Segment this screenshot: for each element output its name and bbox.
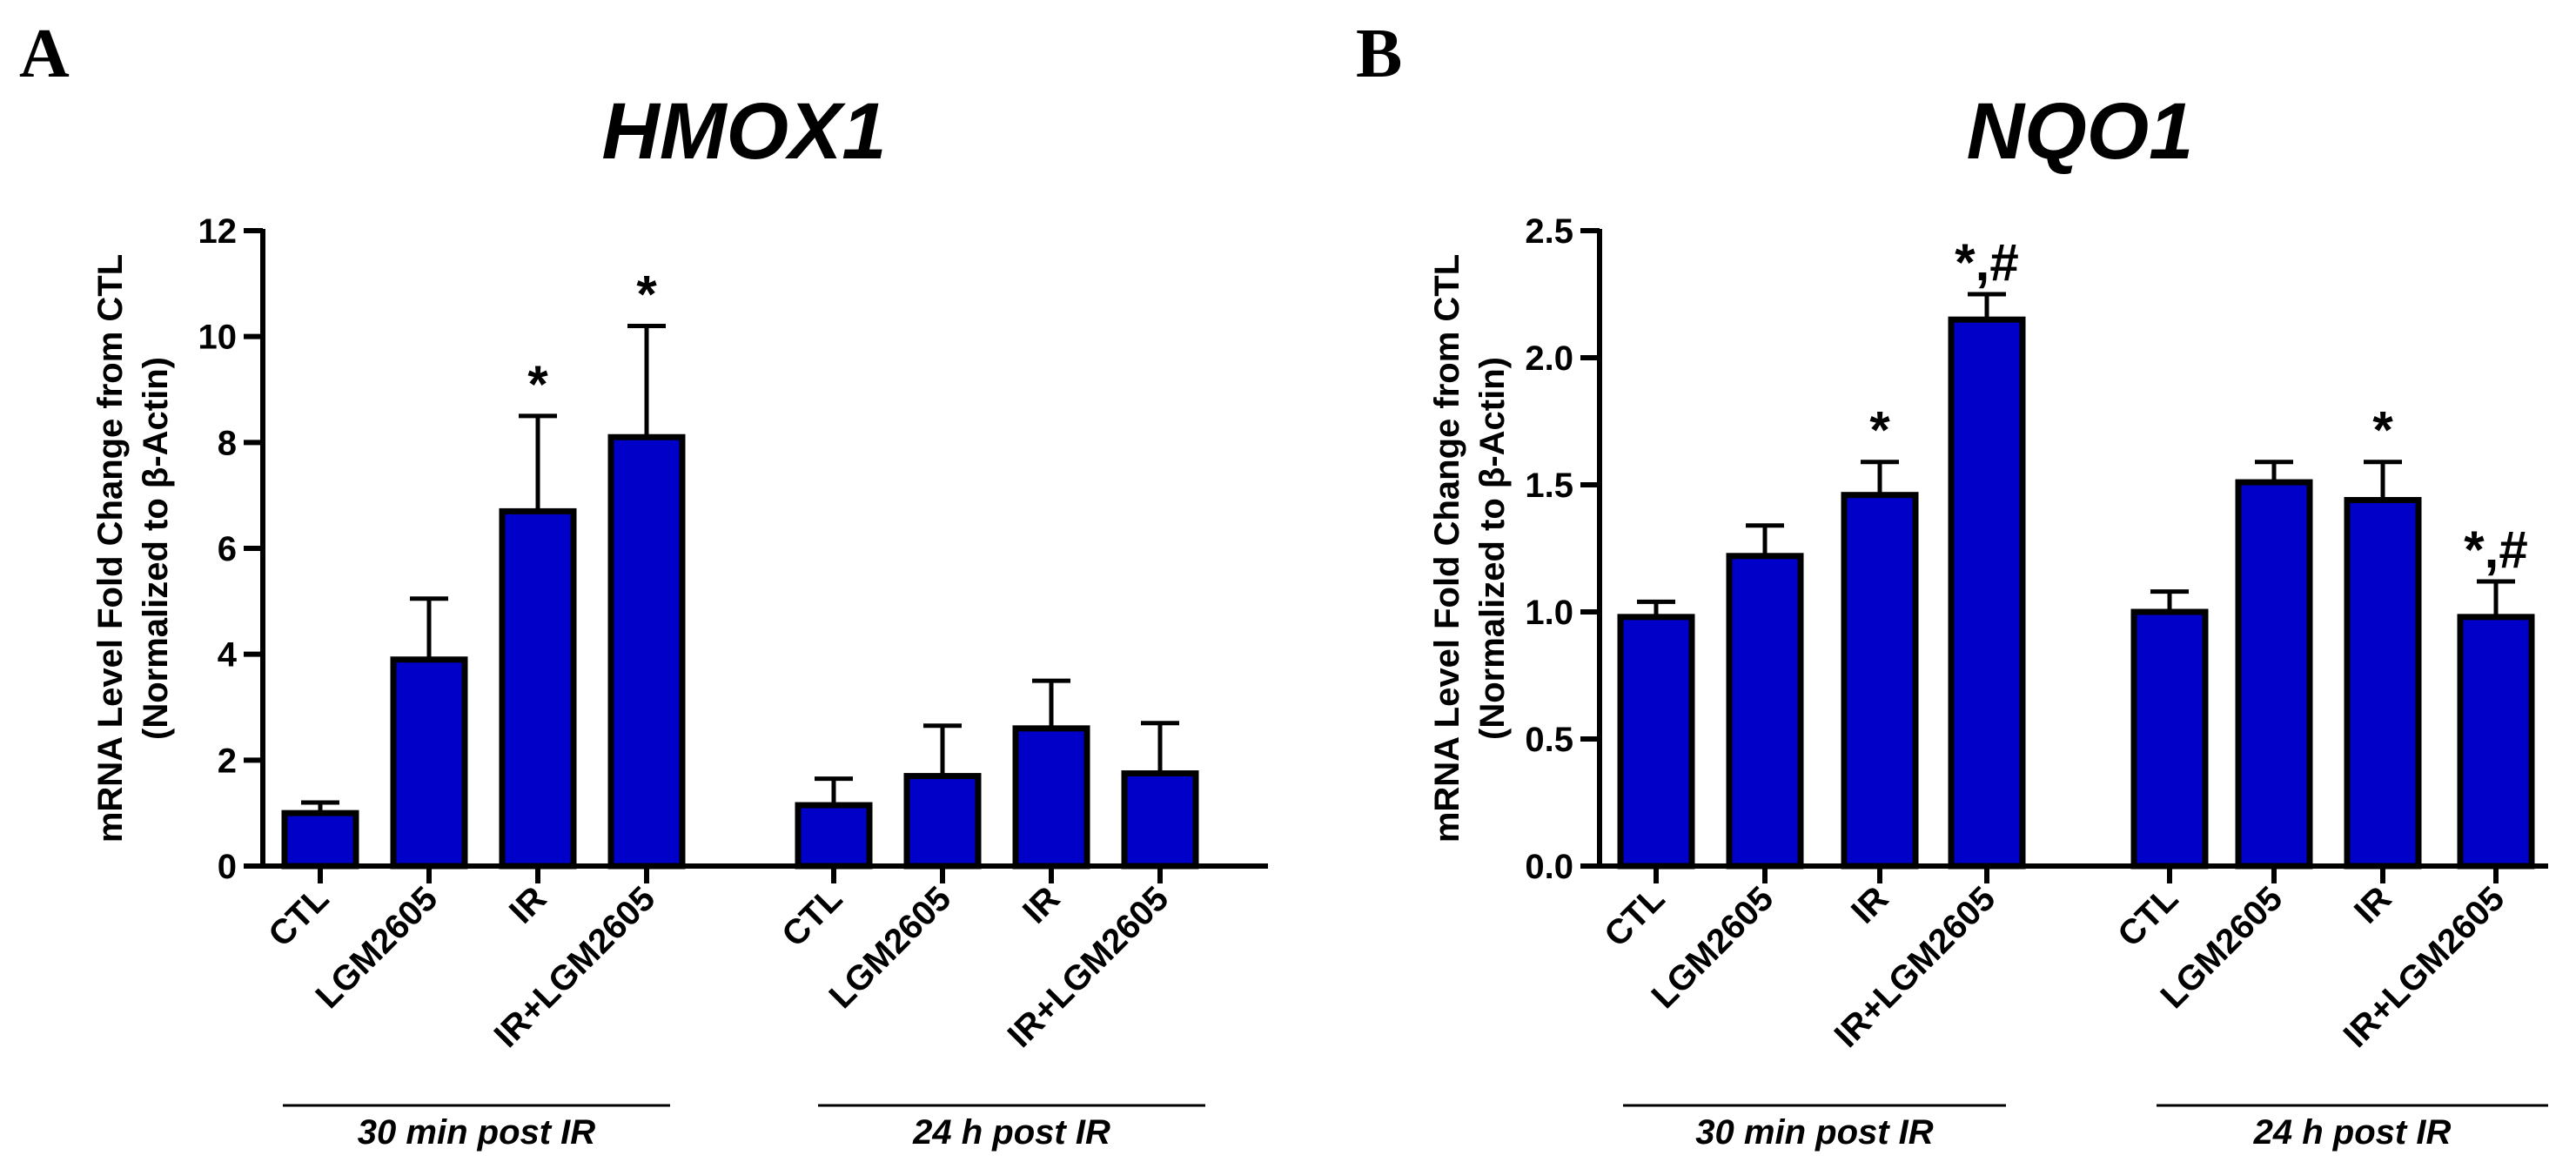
panel-a-title: HMOX1	[601, 87, 886, 176]
panel-a-xtick-label: CTL	[261, 879, 336, 954]
panel-a-group-label: 24 h post IR	[912, 1113, 1110, 1152]
panel-b-ylabel-line2: (Normalized to β-Actin)	[1473, 357, 1512, 740]
panel-a-ytick-label: 12	[198, 212, 238, 251]
panel-a-significance-label: *	[636, 265, 657, 324]
panel-a-bar	[390, 656, 468, 870]
panel-a-bar	[281, 809, 359, 870]
panel-a-ytick-label: 4	[218, 636, 238, 675]
panel-b-xtick-label: IR	[1844, 879, 1895, 930]
panel-b-significance-label: *	[2372, 401, 2393, 460]
panel-b-bar	[1726, 553, 1804, 870]
panel-a-xtick-label: IR	[502, 879, 553, 930]
panel-a-bar	[795, 802, 873, 870]
panel-b-xtick-label: CTL	[2110, 879, 2185, 954]
panel-b-ytick-label: 1.5	[1525, 467, 1573, 505]
panel-b-title: NQO1	[1967, 87, 2194, 176]
panel-b-letter: B	[1356, 16, 1402, 92]
panel-b-ytick-label: 2.0	[1525, 339, 1573, 378]
panel-a-bar	[1121, 770, 1199, 870]
panel-b-xtick-label: IR	[2347, 879, 2398, 930]
panel-b-ytick-label: 0.5	[1525, 721, 1573, 759]
panel-b-bar	[1617, 614, 1695, 870]
panel-a-bar	[607, 433, 686, 870]
panel-b-bar	[1948, 316, 2026, 870]
panel-b-ytick-label: 1.0	[1525, 594, 1573, 632]
panel-a-ylabel-line2: (Normalized to β-Actin)	[137, 357, 175, 740]
panel-a-ytick-label: 10	[198, 319, 238, 357]
panel-a-ytick-label: 0	[218, 848, 237, 886]
panel-b-ytick-label: 2.5	[1525, 212, 1573, 251]
panel-b-group-label: 24 h post IR	[2253, 1113, 2452, 1152]
panel-b-bar	[1841, 492, 1919, 870]
panel-a-xtick-label: IR	[1016, 879, 1067, 930]
panel-b-ylabel-line1: mRNA Level Fold Change from CTL	[1428, 254, 1466, 843]
panel-a-significance-label: *	[527, 355, 548, 413]
panel-b-group-label: 30 min post IR	[1695, 1113, 1933, 1152]
panel-a-bar	[903, 773, 982, 870]
panel-b-xtick-label: CTL	[1597, 879, 1672, 954]
panel-a-ylabel-line1: mRNA Level Fold Change from CTL	[91, 254, 130, 843]
panel-b-significance-label: *,#	[2464, 521, 2527, 579]
panel-b-bar	[2130, 608, 2209, 870]
panel-b-bar	[2457, 614, 2535, 870]
panel-a-xtick-label: CTL	[775, 879, 849, 954]
panel-a-ytick-label: 8	[218, 424, 237, 462]
panel-a-group-label: 30 min post IR	[358, 1113, 595, 1152]
panel-b-significance-label: *	[1869, 401, 1890, 460]
panel-a-ytick-label: 6	[218, 530, 237, 568]
panel-b-significance-label: *,#	[1955, 233, 2018, 292]
panel-b-bar	[2344, 497, 2422, 870]
panel-a-bar	[1012, 725, 1090, 870]
panel-a-bar	[499, 507, 577, 870]
panel-a-letter: A	[19, 16, 70, 92]
panel-b-ytick-label: 0.0	[1525, 848, 1573, 886]
panel-a-ytick-label: 2	[218, 742, 237, 780]
panel-b-bar	[2235, 479, 2313, 870]
